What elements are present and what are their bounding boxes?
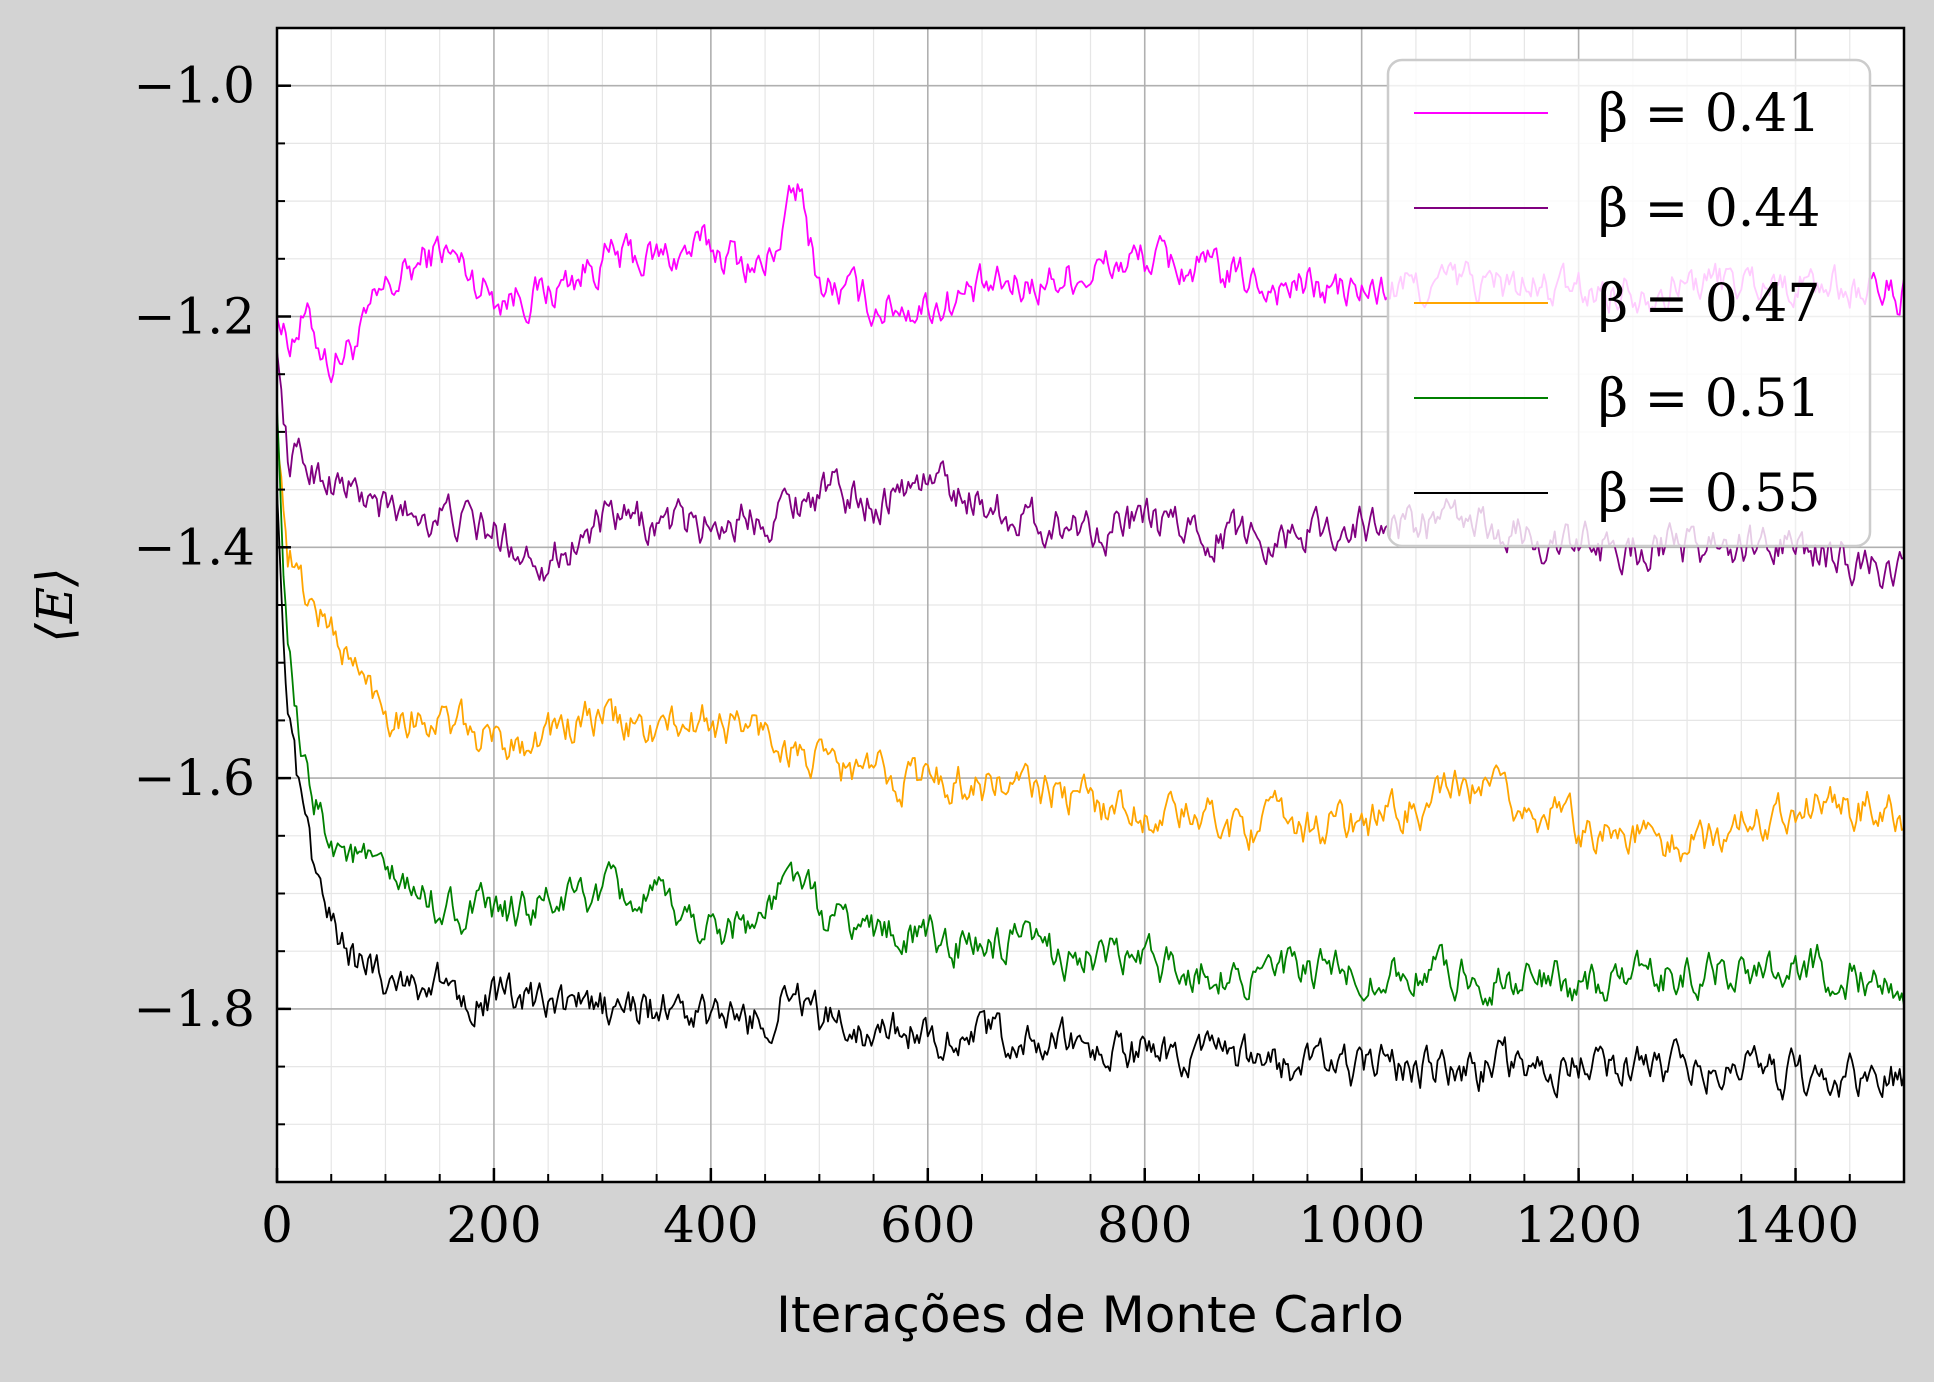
legend: β = 0.41 β = 0.44 β = 0.47 β = 0.51 β = 0.55 (1386, 58, 1872, 548)
x-tick-labels: 0 200 400 600 800 1000 1200 1400 (261, 1196, 1859, 1254)
x-tick-label: 400 (663, 1196, 758, 1254)
x-axis-title: Iterações de Monte Carlo (776, 1286, 1404, 1344)
legend-label: β = 0.44 (1598, 179, 1820, 239)
axis-ticks (275, 27, 1905, 1183)
x-tick-label: 800 (1097, 1196, 1192, 1254)
series-line (276, 408, 1905, 1007)
x-tick-label: 1000 (1298, 1196, 1425, 1254)
y-tick-label: −1.4 (134, 518, 255, 576)
x-tick-label: 0 (261, 1196, 293, 1254)
x-tick-label: 1400 (1732, 1196, 1859, 1254)
x-tick-label: 1200 (1515, 1196, 1642, 1254)
legend-box (1386, 58, 1872, 548)
y-tick-label: −1.0 (134, 57, 255, 115)
legend-label: β = 0.41 (1598, 84, 1820, 144)
legend-label: β = 0.47 (1598, 274, 1820, 334)
y-tick-label: −1.2 (134, 288, 255, 346)
y-tick-label: −1.6 (134, 749, 255, 807)
y-tick-labels: −1.0 −1.2 −1.4 −1.6 −1.8 (134, 57, 255, 1038)
series-line (276, 489, 1905, 1101)
y-axis-title: ⟨E⟩ (26, 567, 84, 643)
series-line (276, 431, 1905, 863)
x-tick-label: 600 (880, 1196, 975, 1254)
legend-label: β = 0.55 (1598, 464, 1820, 524)
legend-label: β = 0.51 (1598, 369, 1820, 429)
x-tick-label: 200 (446, 1196, 541, 1254)
y-tick-label: −1.8 (134, 980, 255, 1038)
legend-items: β = 0.41 β = 0.44 β = 0.47 β = 0.51 β = 0.55 (1414, 84, 1820, 524)
